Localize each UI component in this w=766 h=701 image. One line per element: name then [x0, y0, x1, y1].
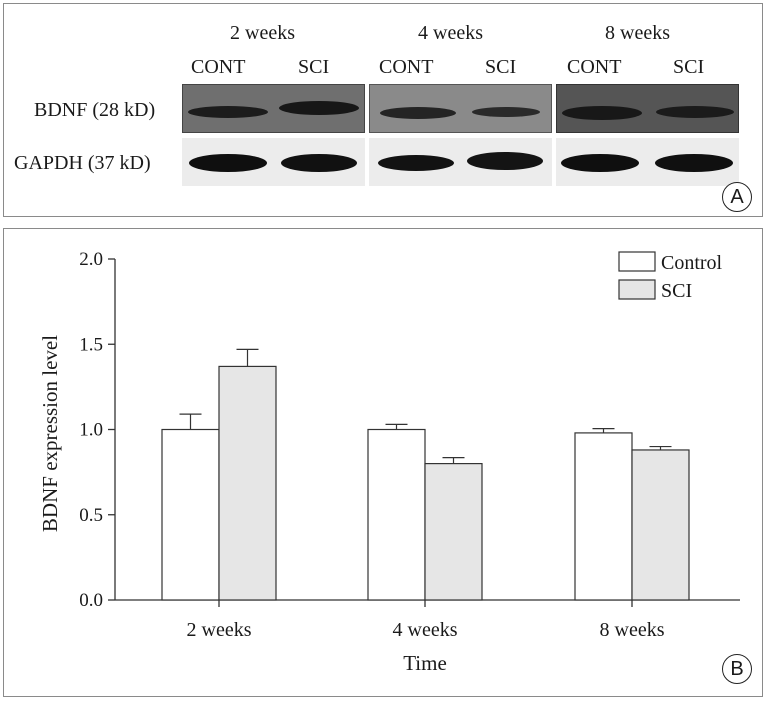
lane-label-cont-8w: CONT	[567, 56, 622, 78]
legend-label: SCI	[661, 280, 692, 302]
y-tick-label: 1.0	[79, 420, 103, 441]
time-label-8-weeks: 8 weeks	[605, 22, 670, 44]
bdnf-blot-4-weeks	[369, 84, 552, 133]
panel-label-b: B	[722, 654, 752, 684]
bdnf-bands-2-weeks	[188, 101, 359, 118]
bdnf-bands-4-weeks	[380, 107, 540, 119]
lane-label-sci-4w: SCI	[485, 56, 517, 78]
chart-legend: Control SCI	[618, 251, 723, 302]
bar	[631, 449, 690, 601]
gapdh-bands-2-weeks	[189, 154, 357, 172]
y-axis-title: BDNF expression level	[38, 335, 62, 532]
legend-swatch	[618, 251, 656, 272]
x-tick-label: 8 weeks	[600, 619, 665, 641]
legend-swatch	[618, 279, 656, 300]
gapdh-blot-2-weeks	[182, 138, 365, 186]
lane-label-cont-4w: CONT	[379, 56, 434, 78]
bar	[161, 428, 220, 601]
y-tick-label: 0.0	[79, 590, 103, 611]
bdnf-blot-2-weeks	[182, 84, 365, 133]
y-tick-label: 2.0	[79, 249, 103, 270]
bdnf-bar-chart: 0.0 0.5 1.0 1.5 2.0 2 weeks 4 weeks 8 weeks Tim…	[38, 249, 740, 675]
bar	[424, 463, 483, 601]
x-tick-label: 2 weeks	[187, 619, 252, 641]
lane-label-sci-8w: SCI	[673, 56, 705, 78]
bar	[367, 428, 426, 601]
gapdh-blot-4-weeks	[369, 138, 552, 186]
time-label-2-weeks: 2 weeks	[230, 22, 295, 44]
x-tick-label: 4 weeks	[393, 619, 458, 641]
x-axis-title: Time	[403, 651, 447, 675]
chart-labels: 2 weeks 4 weeks 8 weeks Time BDNF expression…	[38, 335, 665, 675]
gapdh-bands-4-weeks	[378, 152, 543, 171]
panel-b-bar-chart: 0.0 0.5 1.0 1.5 2.0 2 weeks 4 weeks 8 weeks Tim…	[3, 228, 763, 697]
gapdh-bands-8-weeks	[561, 154, 733, 172]
y-tick-label: 1.5	[79, 334, 103, 355]
row-label-gapdh: GAPDH (37 kD)	[14, 152, 151, 174]
lane-label-sci-2w: SCI	[298, 56, 330, 78]
chart-bars	[161, 348, 690, 601]
row-label-bdnf: BDNF (28 kD)	[34, 99, 156, 121]
gapdh-blot-8-weeks	[556, 138, 739, 186]
lane-label-cont-2w: CONT	[191, 56, 246, 78]
panel-label-a: A	[722, 182, 752, 212]
time-label-4-weeks: 4 weeks	[418, 22, 483, 44]
bar	[218, 365, 277, 601]
bdnf-blot-8-weeks	[556, 84, 739, 133]
legend-label: Control	[661, 252, 723, 274]
bdnf-bands-8-weeks	[562, 106, 734, 120]
panel-a-western-blot: 2 weeks 4 weeks 8 weeks CONT SCI CONT SC…	[3, 3, 763, 217]
bar	[574, 432, 633, 601]
y-tick-label: 0.5	[79, 505, 103, 526]
